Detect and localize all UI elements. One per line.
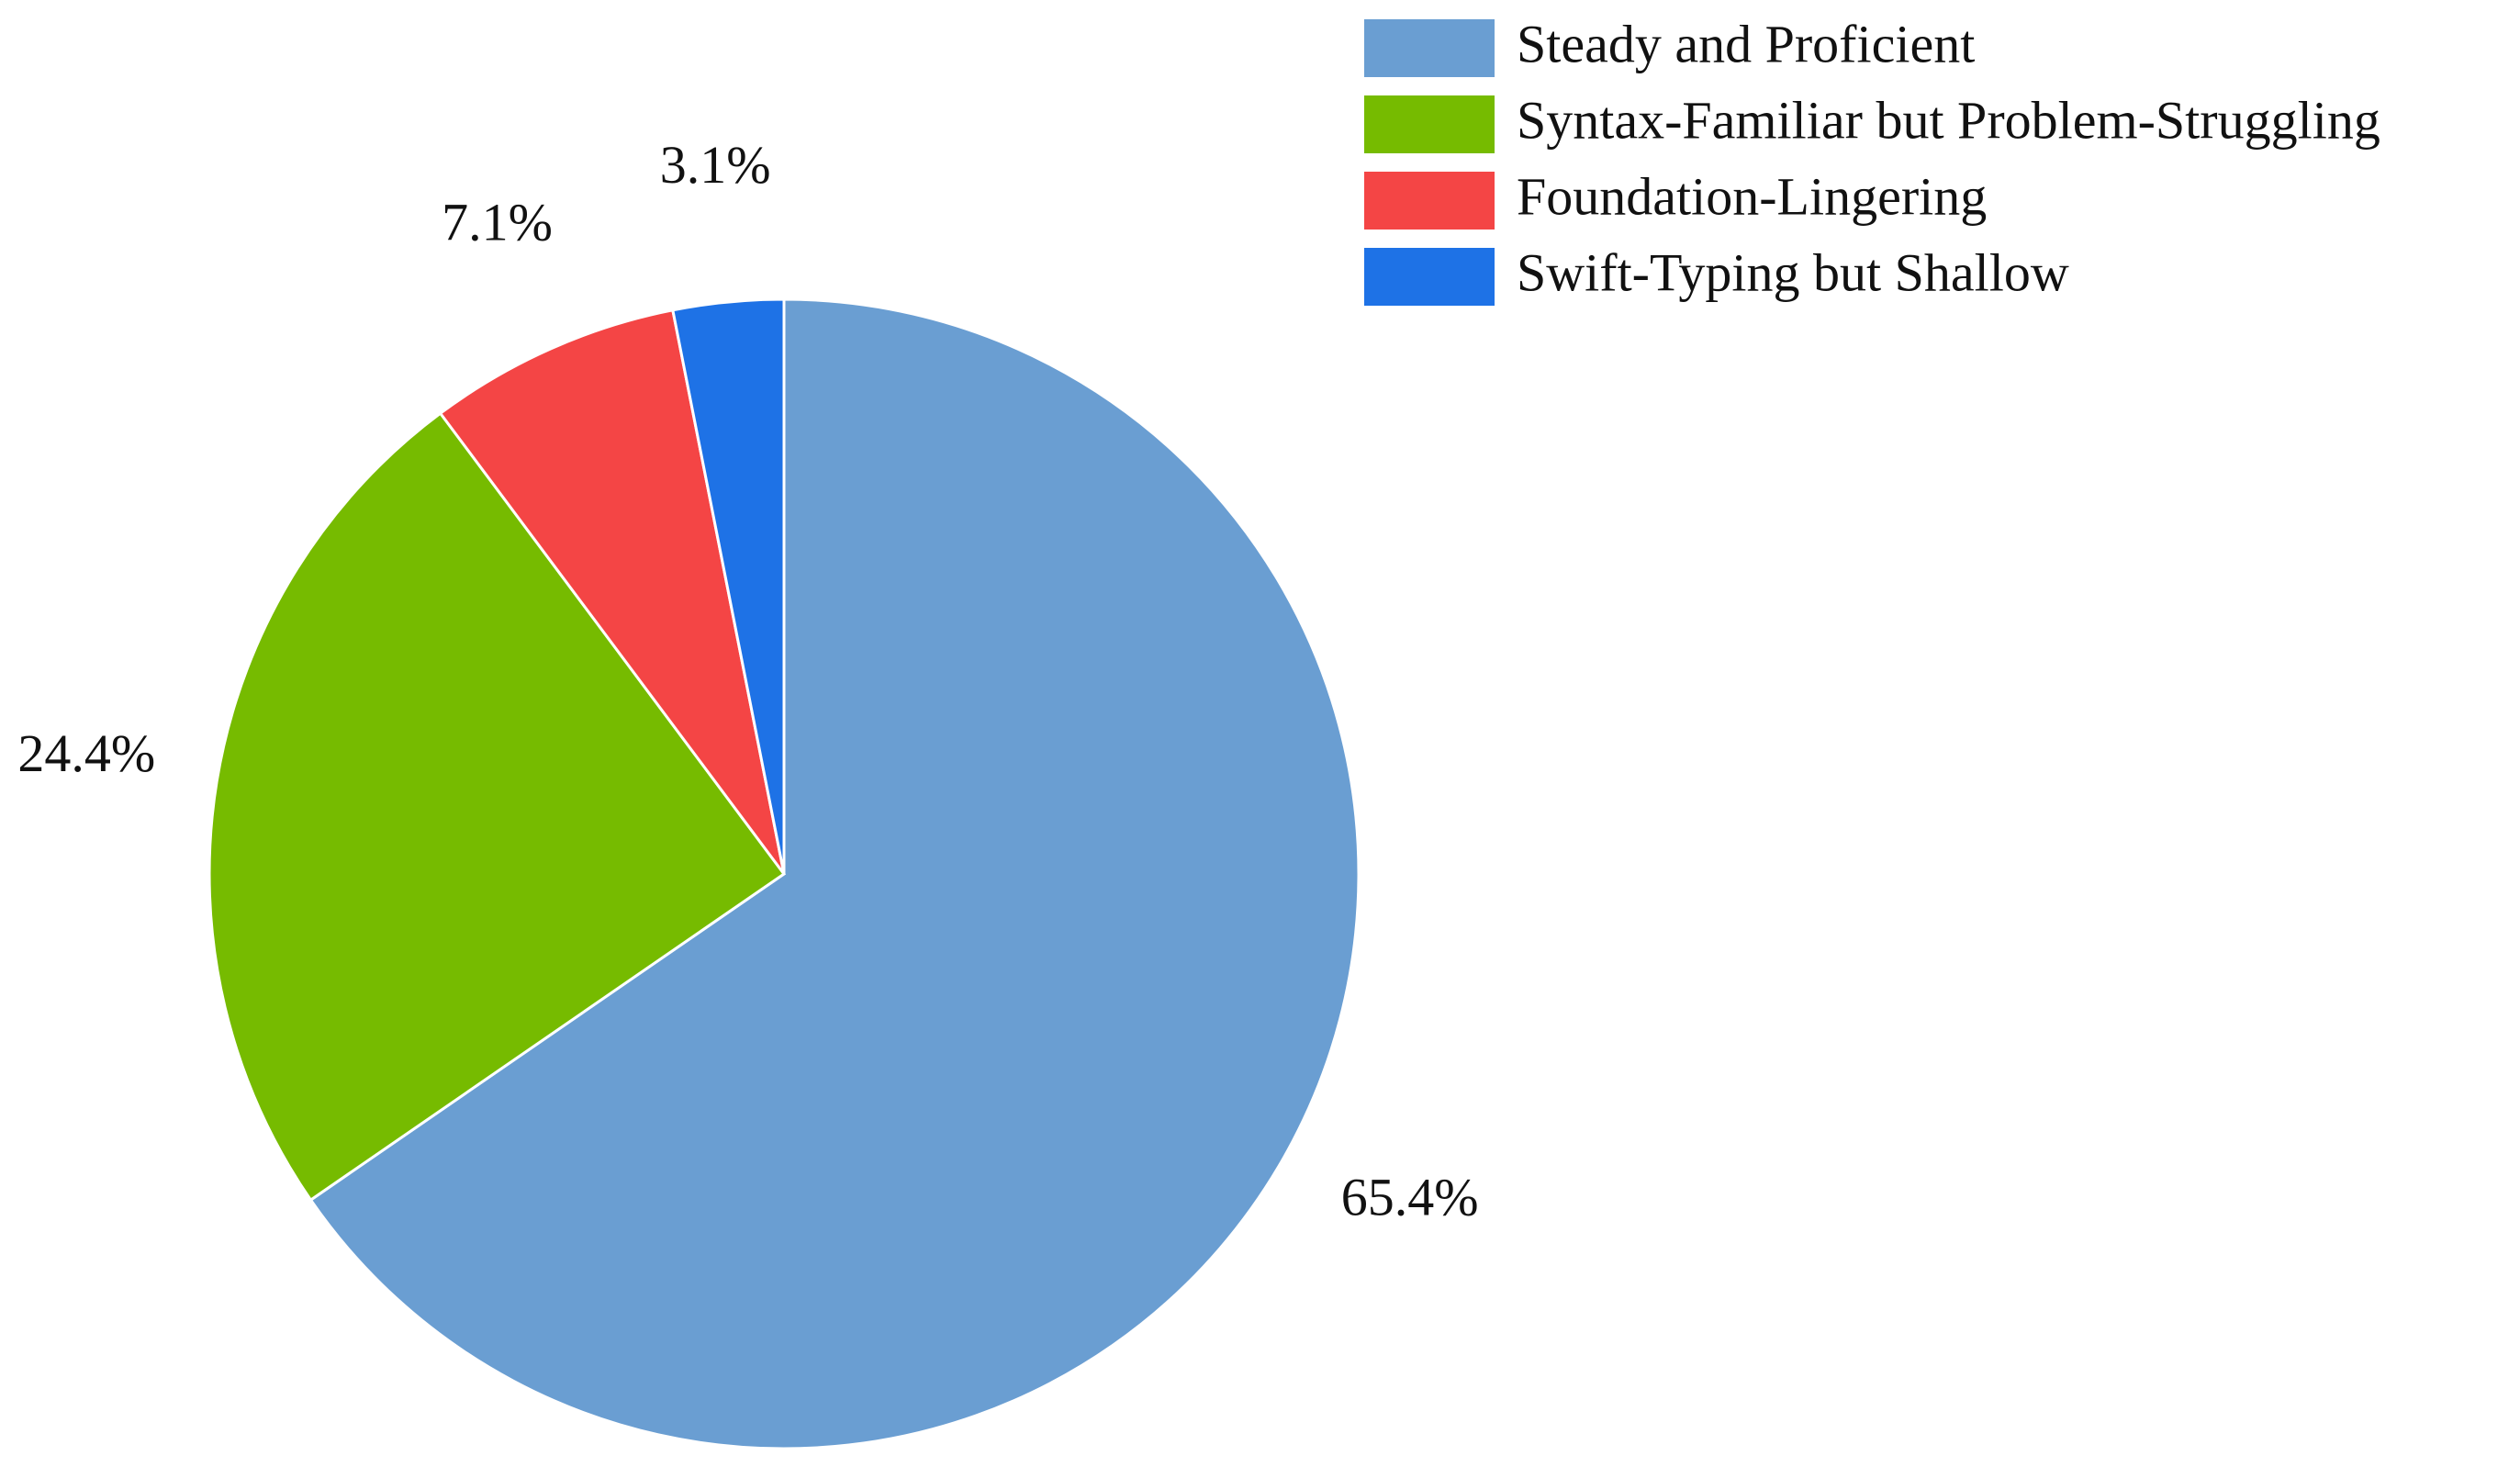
legend-swatch	[1364, 248, 1495, 306]
data-label: 24.4%	[17, 723, 155, 783]
pie-slice	[308, 297, 1361, 1450]
legend-swatch	[1364, 172, 1495, 230]
legend-label: Swift-Typing but Shallow	[1517, 242, 2069, 302]
legend-label: Foundation-Lingering	[1517, 166, 1987, 226]
data-label: 7.1%	[442, 193, 553, 252]
legend-label: Syntax-Familiar but Problem-Struggling	[1517, 90, 2380, 150]
legend-swatch	[1364, 95, 1495, 153]
data-label: 65.4%	[1341, 1167, 1479, 1226]
pie-slice	[438, 308, 786, 875]
legend-swatch	[1364, 19, 1495, 77]
data-label: 3.1%	[660, 135, 771, 195]
legend-label: Steady and Proficient	[1517, 14, 1975, 73]
pie-slice	[207, 411, 787, 1203]
pie-slice	[671, 297, 786, 875]
